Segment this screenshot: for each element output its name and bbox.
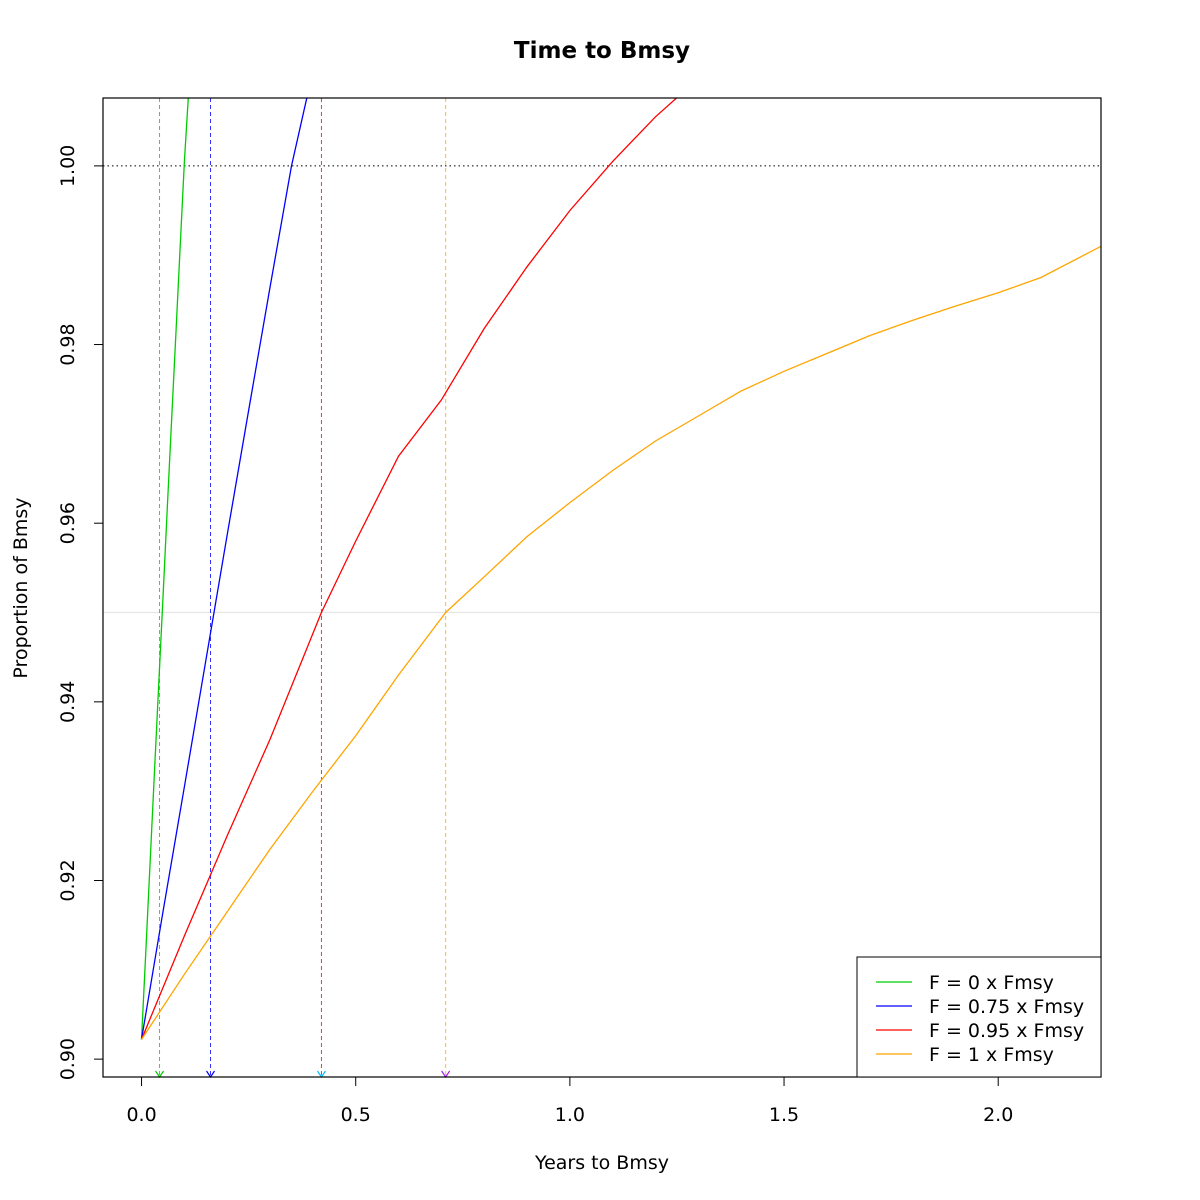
y-tick-label-5: 1.00 — [57, 145, 79, 187]
x-tick-label-3: 1.5 — [769, 1104, 799, 1126]
legend-label-2: F = 0.95 x Fmsy — [929, 1020, 1084, 1042]
reference-lines — [103, 165, 1101, 614]
x-axis: 0.0 0.5 1.0 1.5 2.0 — [126, 1076, 1013, 1126]
legend-label-0: F = 0 x Fmsy — [929, 972, 1054, 994]
series-line-0 — [140, 98, 189, 1040]
legend-label-3: F = 1 x Fmsy — [929, 1044, 1054, 1066]
y-axis-label: Proportion of Bmsy — [10, 497, 32, 678]
legend-label-1: F = 0.75 x Fmsy — [929, 996, 1084, 1018]
time-markers — [155, 1070, 451, 1079]
series-line-1 — [140, 98, 308, 1040]
x-tick-label-1: 0.5 — [341, 1104, 371, 1126]
y-tick-label-1: 0.92 — [57, 859, 79, 901]
x-tick-label-0: 0.0 — [126, 1104, 156, 1126]
x-axis-label: Years to Bmsy — [534, 1152, 669, 1174]
x-tick-label-4: 2.0 — [983, 1104, 1013, 1126]
chart-title: Time to Bmsy — [514, 38, 690, 64]
y-tick-label-2: 0.94 — [57, 681, 79, 723]
plot-frame — [102, 97, 1102, 1078]
series-lines — [140, 98, 1101, 1040]
series-line-3 — [140, 245, 1101, 1040]
x-tick-label-2: 1.0 — [555, 1104, 585, 1126]
y-tick-label-4: 0.98 — [57, 323, 79, 365]
legend-box — [856, 956, 1102, 1078]
y-tick-label-0: 0.90 — [57, 1038, 79, 1080]
y-axis: 0.90 0.92 0.94 0.96 0.98 1.00 — [57, 145, 104, 1080]
y-tick-label-3: 0.96 — [57, 502, 79, 544]
series-line-2 — [140, 98, 678, 1040]
time-to-threshold-lines — [159, 98, 447, 1077]
